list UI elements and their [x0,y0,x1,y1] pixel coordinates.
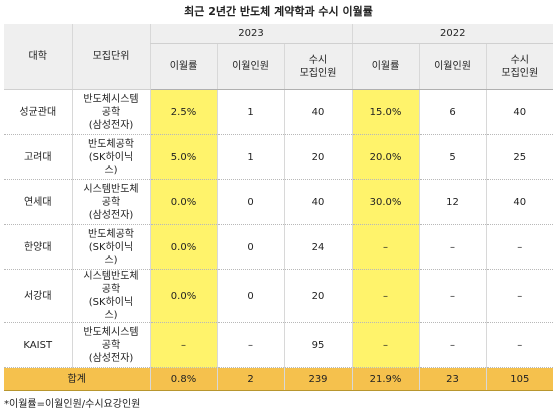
header-year-2022: 2022 [351,24,554,44]
cell-carry-2023: – [216,322,284,368]
cell-carry-2023: 0 [216,224,284,270]
footnote: *이월률=이월인원/수시요강인원 [4,399,141,410]
cell-quota-2023: 20 [283,134,353,180]
cell-rate-2022: 20.0% [351,134,420,180]
cell-quota-2022: – [485,269,554,323]
cell-rate-2023: – [149,322,217,368]
table-row: 성균관대 반도체시스템 공학 (삼성전자) 2.5% 1 40 15.0% 6 40 [4,89,554,135]
header-carry-2022: 이월인원 [418,43,487,90]
cell-carry-2022: – [418,322,487,368]
cell-univ: 성균관대 [4,89,72,135]
cell-carry-2022: 6 [418,89,487,135]
header-rate-2023: 이월률 [149,43,217,90]
total-rate-2022: 21.9% [351,367,420,391]
header-rate-2022: 이월률 [351,43,420,90]
cell-dept: 반도체공학 (SK하이닉 스) [71,134,150,180]
cell-carry-2023: 0 [216,269,284,323]
cell-rate-2022: 15.0% [351,89,420,135]
cell-rate-2022: – [351,269,420,323]
cell-univ: 한양대 [4,224,72,270]
table-row: KAIST 반도체시스템 공학 (삼성전자) – – 95 – – – [4,322,554,368]
table-row: 고려대 반도체공학 (SK하이닉 스) 5.0% 1 20 20.0% 5 25 [4,134,554,180]
cell-carry-2023: 0 [216,179,284,225]
cell-quota-2023: 95 [283,322,353,368]
cell-carry-2022: 12 [418,179,487,225]
header-univ: 대학 [4,24,72,90]
cell-quota-2022: – [485,322,554,368]
admission-table: 대학 모집단위 2023 2022 이월률 이월인원 수시 모집인원 이월률 이월… [4,24,554,391]
total-label: 합계 [4,367,150,391]
cell-quota-2023: 20 [283,269,353,323]
cell-dept: 반도체시스템 공학 (삼성전자) [71,322,150,368]
total-quota-2022: 105 [485,367,554,391]
cell-univ: KAIST [4,322,72,368]
cell-carry-2023: 1 [216,89,284,135]
cell-quota-2022: 40 [485,89,554,135]
cell-rate-2023: 0.0% [149,224,217,270]
cell-dept: 반도체공학 (SK하이닉 스) [71,224,150,270]
table-row: 연세대 시스템반도체 공학 (삼성전자) 0.0% 0 40 30.0% 12 40 [4,179,554,225]
cell-dept: 반도체시스템 공학 (삼성전자) [71,89,150,135]
header-quota-2022: 수시 모집인원 [485,43,554,90]
cell-rate-2022: 30.0% [351,179,420,225]
cell-rate-2023: 2.5% [149,89,217,135]
table-row: 서강대 시스템반도체 공학 (SK하이닉 스) 0.0% 0 20 – – – [4,269,554,323]
total-rate-2023: 0.8% [149,367,217,391]
cell-carry-2022: 5 [418,134,487,180]
header-carry-2023: 이월인원 [216,43,284,90]
cell-rate-2023: 0.0% [149,269,217,323]
cell-rate-2023: 0.0% [149,179,217,225]
table-title: 최근 2년간 반도체 계약학과 수시 이월률 [184,5,373,18]
total-quota-2023: 239 [283,367,353,391]
cell-dept: 시스템반도체 공학 (SK하이닉 스) [71,269,150,323]
cell-rate-2022: – [351,322,420,368]
cell-dept: 시스템반도체 공학 (삼성전자) [71,179,150,225]
header-dept: 모집단위 [71,24,150,90]
cell-quota-2023: 24 [283,224,353,270]
cell-quota-2022: – [485,224,554,270]
cell-univ: 서강대 [4,269,72,323]
total-carry-2023: 2 [216,367,284,391]
header-year-2023: 2023 [149,24,353,44]
cell-quota-2022: 25 [485,134,554,180]
cell-quota-2022: 40 [485,179,554,225]
cell-rate-2022: – [351,224,420,270]
total-carry-2022: 23 [418,367,487,391]
cell-carry-2022: – [418,224,487,270]
cell-rate-2023: 5.0% [149,134,217,180]
cell-quota-2023: 40 [283,179,353,225]
table-row: 한양대 반도체공학 (SK하이닉 스) 0.0% 0 24 – – – [4,224,554,270]
cell-quota-2023: 40 [283,89,353,135]
cell-univ: 고려대 [4,134,72,180]
cell-univ: 연세대 [4,179,72,225]
header-quota-2023: 수시 모집인원 [283,43,353,90]
total-row: 합계 0.8% 2 239 21.9% 23 105 [4,367,554,391]
cell-carry-2023: 1 [216,134,284,180]
cell-carry-2022: – [418,269,487,323]
